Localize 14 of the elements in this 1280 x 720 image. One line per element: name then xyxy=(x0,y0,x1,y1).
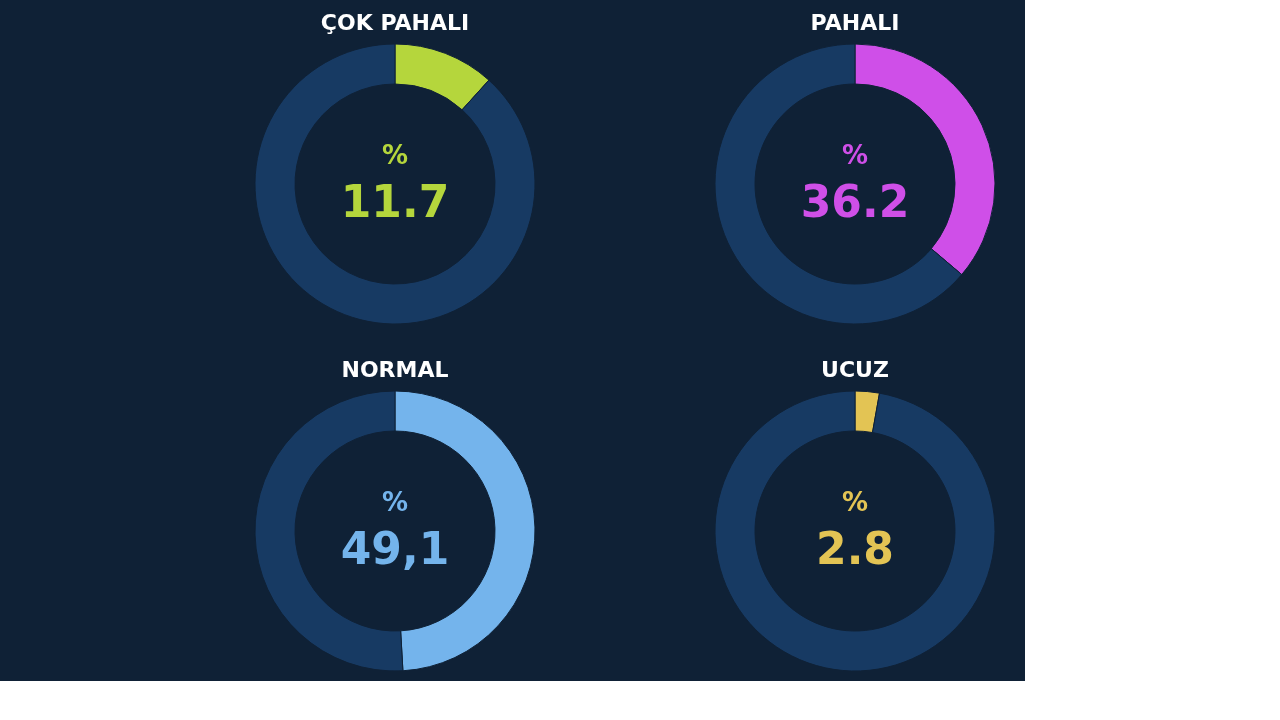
chart-title: ÇOK PAHALI xyxy=(320,10,470,35)
text: 11.7 xyxy=(340,176,450,227)
chart-title: NORMAL xyxy=(341,357,449,382)
text: 36.2 xyxy=(800,176,910,227)
text: 2.8 xyxy=(816,523,894,574)
text: % xyxy=(841,140,869,170)
text: % xyxy=(381,140,409,170)
text: % xyxy=(841,487,869,517)
text: % xyxy=(381,487,409,517)
donut-slice xyxy=(714,390,996,672)
chart-title: PAHALI xyxy=(810,10,900,35)
donut-slice xyxy=(254,43,536,325)
chart-title: UCUZ xyxy=(821,357,889,382)
text: 49,1 xyxy=(340,523,450,574)
